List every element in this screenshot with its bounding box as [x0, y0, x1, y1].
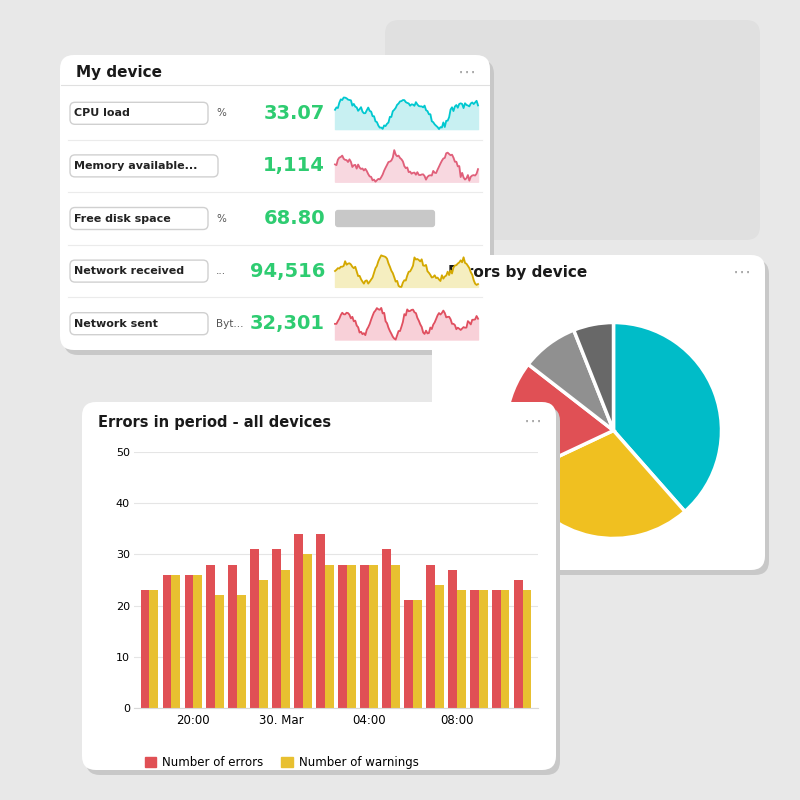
Bar: [404, 601, 413, 708]
Bar: [413, 601, 422, 708]
Bar: [272, 550, 281, 708]
Text: Network sent: Network sent: [74, 318, 158, 329]
Bar: [501, 590, 510, 708]
Wedge shape: [574, 322, 614, 430]
Bar: [185, 575, 194, 708]
Bar: [435, 585, 443, 708]
Text: Errors in period - all devices: Errors in period - all devices: [98, 414, 331, 430]
Text: 68.80: 68.80: [263, 209, 325, 228]
Bar: [281, 570, 290, 708]
Bar: [369, 565, 378, 708]
Wedge shape: [506, 364, 614, 477]
Bar: [522, 590, 531, 708]
FancyBboxPatch shape: [385, 20, 760, 240]
Bar: [347, 565, 356, 708]
Bar: [316, 534, 325, 708]
Text: ⋯: ⋯: [458, 64, 476, 82]
FancyBboxPatch shape: [82, 402, 556, 770]
Wedge shape: [614, 322, 722, 511]
Bar: [229, 565, 237, 708]
Text: Byt...: Byt...: [216, 318, 243, 329]
FancyBboxPatch shape: [86, 407, 560, 775]
Bar: [150, 590, 158, 708]
Bar: [514, 580, 522, 708]
Bar: [171, 575, 180, 708]
Text: My device: My device: [76, 66, 162, 81]
Bar: [457, 590, 466, 708]
Bar: [338, 565, 347, 708]
Bar: [360, 565, 369, 708]
Wedge shape: [528, 330, 614, 430]
Bar: [206, 565, 215, 708]
FancyBboxPatch shape: [70, 207, 208, 230]
Bar: [382, 550, 391, 708]
Bar: [250, 550, 259, 708]
Text: %: %: [216, 214, 226, 223]
FancyBboxPatch shape: [70, 260, 208, 282]
Text: CPU load: CPU load: [74, 108, 130, 118]
Text: ⋯: ⋯: [524, 413, 542, 431]
Text: 32,301: 32,301: [250, 314, 325, 333]
Bar: [325, 565, 334, 708]
FancyBboxPatch shape: [70, 155, 218, 177]
FancyBboxPatch shape: [436, 260, 769, 575]
Text: 1,114: 1,114: [263, 157, 325, 175]
FancyBboxPatch shape: [335, 210, 435, 227]
Text: Memory available...: Memory available...: [74, 161, 198, 171]
Bar: [194, 575, 202, 708]
Bar: [141, 590, 150, 708]
Text: %: %: [216, 108, 226, 118]
Bar: [391, 565, 400, 708]
Bar: [303, 554, 312, 708]
FancyBboxPatch shape: [70, 313, 208, 334]
Text: ...: ...: [216, 266, 226, 276]
Bar: [448, 570, 457, 708]
Bar: [470, 590, 478, 708]
Bar: [215, 595, 224, 708]
FancyBboxPatch shape: [64, 60, 494, 355]
FancyBboxPatch shape: [432, 255, 765, 570]
Wedge shape: [516, 430, 685, 538]
Bar: [478, 590, 487, 708]
Bar: [237, 595, 246, 708]
FancyBboxPatch shape: [60, 55, 490, 350]
Bar: [259, 580, 268, 708]
Bar: [294, 534, 303, 708]
Bar: [426, 565, 435, 708]
FancyBboxPatch shape: [70, 102, 208, 124]
Text: Network received: Network received: [74, 266, 184, 276]
Text: Errors by device: Errors by device: [448, 266, 587, 281]
Text: 33.07: 33.07: [264, 104, 325, 123]
Bar: [492, 590, 501, 708]
Bar: [162, 575, 171, 708]
Text: ⋯: ⋯: [733, 264, 751, 282]
Text: Free disk space: Free disk space: [74, 214, 170, 223]
Legend: Number of errors, Number of warnings: Number of errors, Number of warnings: [140, 751, 423, 774]
Text: 94,516: 94,516: [250, 262, 325, 281]
